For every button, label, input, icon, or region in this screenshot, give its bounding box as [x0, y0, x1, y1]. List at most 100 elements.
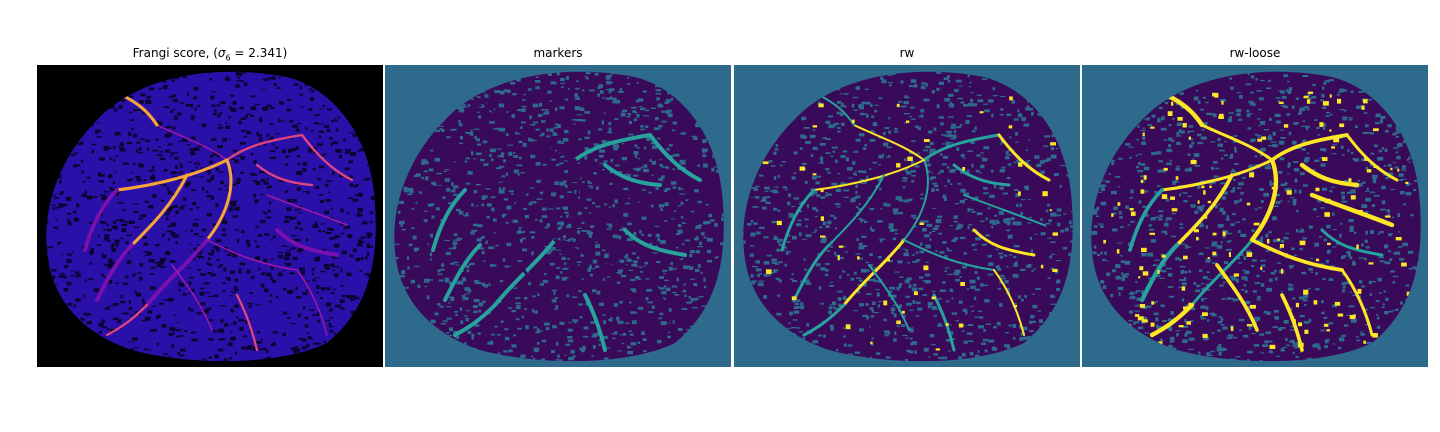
texture-speckle: [937, 172, 941, 175]
texture-speckle: [571, 296, 578, 298]
texture-speckle: [1280, 200, 1283, 202]
texture-speckle: [89, 222, 95, 225]
texture-speckle: [266, 272, 272, 277]
texture-speckle: [509, 265, 512, 267]
texture-speckle: [690, 210, 695, 213]
texture-speckle: [1229, 275, 1236, 278]
texture-speckle: [1321, 94, 1325, 98]
texture-speckle: [930, 172, 934, 174]
texture-speckle: [812, 129, 816, 131]
texture-speckle: [230, 295, 233, 297]
texture-speckle: [655, 92, 662, 95]
texture-speckle: [46, 247, 48, 250]
texture-speckle: [1291, 339, 1295, 344]
texture-speckle: [1401, 178, 1407, 180]
texture-speckle: [1007, 234, 1013, 239]
texture-speckle: [354, 296, 360, 300]
texture-speckle: [586, 230, 592, 235]
texture-speckle: [245, 320, 249, 324]
texture-speckle: [888, 155, 890, 157]
texture-speckle: [315, 186, 320, 189]
vessel-line: [583, 293, 607, 352]
texture-speckle: [160, 257, 166, 262]
texture-speckle: [158, 261, 164, 265]
texture-speckle: [1059, 184, 1062, 188]
texture-speckle: [66, 259, 72, 263]
texture-speckle: [805, 281, 810, 284]
texture-speckle: [703, 139, 707, 143]
texture-speckle: [232, 101, 237, 105]
texture-speckle: [683, 283, 686, 286]
texture-speckle: [1260, 259, 1266, 262]
texture-speckle: [992, 95, 998, 97]
texture-speckle: [963, 157, 966, 159]
texture-speckle: [948, 116, 954, 118]
texture-speckle: [999, 255, 1003, 259]
texture-speckle: [428, 168, 434, 172]
texture-speckle: [327, 108, 333, 111]
texture-speckle: [1134, 292, 1137, 294]
texture-speckle: [969, 81, 972, 84]
texture-speckle: [861, 235, 867, 238]
texture-speckle: [100, 194, 106, 197]
texture-speckle: [620, 112, 626, 117]
texture-speckle: [1212, 262, 1217, 264]
texture-speckle: [271, 143, 275, 145]
texture-speckle: [942, 241, 947, 244]
texture-speckle: [1338, 91, 1341, 94]
texture-speckle: [257, 331, 260, 334]
texture-speckle: [504, 328, 509, 331]
texture-speckle: [542, 279, 549, 283]
texture-speckle: [557, 226, 564, 231]
texture-speckle: [658, 317, 663, 320]
texture-speckle: [1233, 135, 1238, 137]
texture-speckle: [860, 219, 863, 223]
texture-speckle: [1154, 259, 1160, 261]
texture-speckle: [1115, 275, 1121, 280]
texture-speckle: [446, 332, 450, 334]
texture-speckle: [334, 235, 340, 239]
texture-speckle: [104, 263, 109, 266]
vessel-line: [205, 158, 233, 242]
texture-speckle: [86, 195, 93, 200]
texture-speckle: [1047, 203, 1051, 207]
texture-speckle: [214, 354, 219, 359]
texture-speckle: [1332, 229, 1337, 231]
frangi-image: [37, 65, 383, 367]
texture-speckle: [260, 194, 264, 196]
texture-speckle: [1233, 178, 1236, 181]
texture-speckle: [665, 166, 669, 169]
texture-speckle: [791, 176, 796, 180]
texture-speckle: [1175, 257, 1180, 261]
texture-speckle: [551, 289, 557, 292]
texture-speckle: [184, 230, 188, 232]
texture-speckle: [170, 171, 177, 175]
texture-speckle: [1296, 147, 1302, 149]
texture-speckle: [824, 273, 829, 277]
texture-speckle: [927, 130, 933, 134]
texture-speckle: [310, 130, 314, 132]
texture-speckle: [1031, 269, 1034, 272]
texture-speckle: [695, 123, 701, 128]
texture-speckle: [576, 162, 580, 164]
texture-speckle: [308, 88, 312, 91]
texture-speckle: [1324, 80, 1331, 83]
texture-speckle: [830, 306, 836, 308]
texture-speckle: [787, 201, 791, 206]
texture-speckle: [1232, 336, 1238, 339]
texture-speckle: [659, 164, 664, 167]
texture-speckle: [1039, 325, 1043, 327]
texture-speckle: [721, 217, 724, 221]
texture-speckle: [446, 187, 450, 192]
texture-speckle: [178, 171, 184, 174]
texture-speckle: [837, 173, 841, 175]
texture-speckle: [100, 322, 104, 326]
texture-speckle: [864, 88, 869, 90]
texture-speckle: [539, 134, 543, 137]
texture-speckle: [1218, 344, 1222, 347]
texture-speckle: [1181, 282, 1187, 286]
texture-speckle: [1315, 288, 1320, 291]
texture-speckle: [993, 184, 997, 189]
texture-speckle: [1108, 173, 1111, 175]
texture-speckle: [142, 302, 147, 307]
